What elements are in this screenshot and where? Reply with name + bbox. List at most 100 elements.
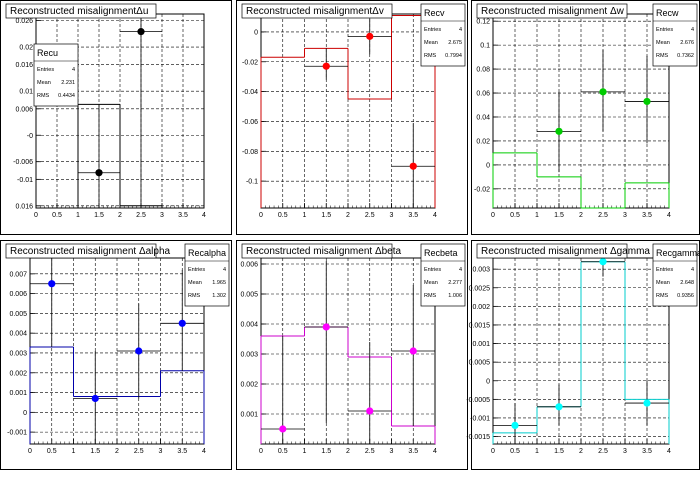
data-point (599, 258, 607, 266)
stats-rms-value: 0.4434 (58, 93, 75, 99)
y-tick-label: 0.005 (9, 311, 27, 318)
stats-entries-label: Entries (424, 27, 441, 33)
stats-rms-label: RMS (188, 293, 201, 299)
x-tick-label: 1.5 (554, 448, 564, 455)
y-tick-label: 0.006 (15, 106, 33, 113)
y-tick-label: -0.006 (13, 159, 33, 166)
stats-entries-label: Entries (656, 27, 673, 33)
stats-entries-value: 4 (223, 267, 226, 273)
stats-frame (420, 3, 466, 67)
stats-entries-label: Entries (188, 267, 205, 273)
data-point (643, 97, 651, 106)
x-tick-label: 0 (34, 212, 38, 219)
y-tick-label: 0.001 (9, 390, 27, 397)
y-tick-label: 0 (486, 378, 490, 385)
title-box (5, 243, 157, 259)
x-tick-label: 3.5 (408, 212, 418, 219)
data-point (91, 394, 99, 403)
histogram-panel-2: 0 0.5 1 1.5 2 2.5 3 3.5 4 0 -0.02 -0.04 -0.06 -0.08 -0… (236, 0, 468, 235)
stats-mean-label: Mean (424, 280, 438, 286)
x-tick-label: 1.5 (94, 212, 104, 219)
stats-mean-label: Mean (424, 40, 438, 46)
stats-box: Recalpha Entries 4 Mean 1.965 RMS 1.302 (184, 243, 230, 307)
title-text: Reconstructed misalignment Δw (481, 6, 625, 17)
stats-entries-label: Entries (424, 267, 441, 273)
stats-rms-value: 1.006 (448, 293, 462, 299)
y-tick-label: 0.004 (240, 322, 258, 329)
title-text: Reconstructed misalignment Δgamma (481, 246, 650, 257)
data-point (366, 32, 374, 40)
data-point (409, 162, 417, 170)
x-tick-label: 4 (667, 212, 671, 219)
x-tick-label: 0.5 (510, 212, 520, 219)
y-tick-label: -0 (27, 133, 33, 140)
x-tick-label: 2.5 (136, 212, 146, 219)
y-tick-label: 0.026 (15, 18, 33, 25)
stats-rms-value: 0.9356 (677, 293, 694, 299)
x-tick-label: 2 (346, 448, 350, 455)
data-point (409, 347, 417, 355)
y-tick-label: 0.006 (240, 262, 258, 269)
x-tick-label: 4 (433, 448, 437, 455)
data-point (599, 88, 607, 96)
y-tick-label: 0.006 (9, 291, 27, 298)
stats-entries-value: 4 (691, 27, 694, 33)
histogram-canvas: 0 0.5 1 1.5 2 2.5 3 3.5 4 0.026 0.02 0.016 0.01 0.006… (0, 0, 700, 470)
stats-rms-label: RMS (656, 53, 669, 59)
x-tick-label: 1 (535, 448, 539, 455)
y-tick-label: -0.0005 (466, 397, 490, 404)
x-tick-label: 3 (160, 212, 164, 219)
x-tick-label: 2 (118, 212, 122, 219)
stats-entries-value: 4 (72, 67, 75, 73)
y-tick-label: 0.0005 (469, 360, 491, 367)
stats-box: Recv Entries 4 Mean 2.675 RMS 0.7994 (420, 3, 466, 67)
y-tick-label: 0.01 (19, 89, 33, 96)
x-tick-label: 2.5 (598, 212, 608, 219)
y-tick-label: 0.016 (15, 62, 33, 69)
stats-rms-value: 0.7362 (677, 53, 694, 59)
y-tick-label: 0.007 (9, 271, 27, 278)
stats-mean-value: 2.648 (680, 280, 694, 286)
data-point (555, 403, 563, 411)
x-tick-label: 0 (491, 212, 495, 219)
x-tick-label: 1.5 (321, 212, 331, 219)
x-tick-label: 3 (623, 448, 627, 455)
x-tick-label: 3.5 (408, 448, 418, 455)
x-tick-label: 2.5 (365, 212, 375, 219)
y-tick-label: 0.02 (476, 138, 490, 145)
y-tick-label: 0.003 (472, 267, 490, 274)
stats-entries-value: 4 (459, 267, 462, 273)
stats-mean-label: Mean (37, 80, 51, 86)
y-tick-label: 0.1 (480, 43, 490, 50)
stats-name: Recgamma (656, 248, 700, 258)
x-tick-label: 1.5 (554, 212, 564, 219)
y-tick-label: 0.016 (15, 203, 33, 210)
x-tick-label: 2 (579, 212, 583, 219)
title-box (476, 243, 628, 259)
data-point (135, 347, 143, 355)
stats-name: Recw (656, 8, 679, 18)
y-tick-label: 0.003 (240, 352, 258, 359)
x-tick-label: 0 (28, 448, 32, 455)
x-tick-label: 0 (259, 448, 263, 455)
y-tick-label: 0.04 (476, 114, 490, 121)
x-tick-label: 3 (390, 212, 394, 219)
title-box (476, 3, 628, 19)
stats-box: Recu Entries 4 Mean 2.231 RMS 0.4434 (33, 43, 79, 107)
stats-frame (33, 43, 79, 107)
data-point (511, 421, 519, 429)
stats-name: Recu (37, 48, 58, 58)
y-tick-label: -0.02 (242, 59, 258, 66)
y-tick-label: -0.0015 (466, 434, 490, 441)
y-tick-label: 0.08 (476, 67, 490, 74)
panel-title: Reconstructed misalignmentΔu (5, 3, 157, 19)
x-tick-label: 1 (303, 448, 307, 455)
x-tick-label: 1 (72, 448, 76, 455)
x-tick-label: 2.5 (598, 448, 608, 455)
stats-entries-value: 4 (691, 267, 694, 273)
y-tick-label: 0.003 (9, 350, 27, 357)
data-point (366, 407, 374, 415)
x-tick-label: 2.5 (134, 448, 144, 455)
x-tick-label: 4 (667, 448, 671, 455)
x-tick-label: 3.5 (178, 212, 188, 219)
